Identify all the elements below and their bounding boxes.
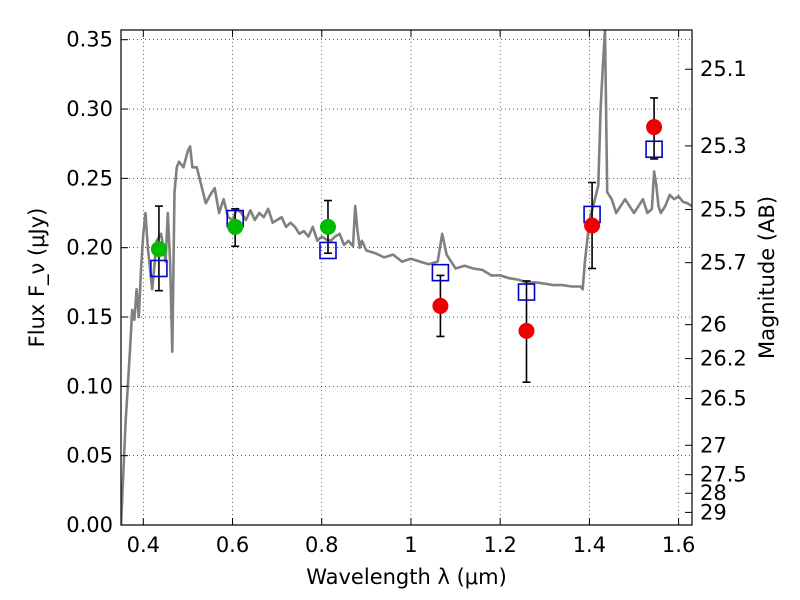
x-tick-label: 0.6 (216, 533, 249, 557)
y-tick-label: 0.25 (66, 166, 113, 190)
x-tick-label: 1.4 (573, 533, 606, 557)
y-tick-label: 0.30 (66, 97, 113, 121)
template-spectrum (121, 30, 692, 525)
mag-tick-label: 27.5 (700, 463, 747, 487)
mag-tick-label: 26 (700, 313, 727, 337)
data-point (584, 217, 601, 234)
plot-frame (120, 29, 693, 526)
data-point (150, 241, 167, 258)
template-spectrum-line (121, 30, 692, 525)
x-tick-label: 1.6 (662, 533, 695, 557)
data-point (227, 218, 244, 235)
model-box (517, 283, 536, 301)
mag-tick-label: 26.5 (700, 387, 747, 411)
grid (121, 30, 692, 526)
y-axis-label: Flux F_ν (μJy) (25, 208, 50, 348)
data-point (518, 322, 535, 339)
data-points (150, 97, 663, 383)
mag-tick-label: 25.7 (700, 251, 747, 275)
right-axis-label: Magnitude (AB) (755, 196, 779, 359)
y-tick-label: 0.05 (66, 444, 113, 468)
x-tick-label: 1.2 (483, 533, 516, 557)
y-tick-label: 0.00 (66, 513, 113, 537)
mag-tick-label: 25.3 (700, 134, 747, 158)
data-point (646, 119, 663, 136)
model-box (645, 140, 663, 159)
y-tick-label: 0.15 (66, 305, 113, 329)
model-box (319, 241, 337, 260)
x-tick-label: 1 (404, 533, 417, 557)
mag-tick-label: 28 (700, 481, 727, 505)
x-tick-label: 0.8 (305, 533, 338, 557)
mag-tick-label: 27 (700, 433, 727, 457)
x-axis-label: Wavelength λ (μm) (306, 565, 507, 589)
y-tick-label: 0.20 (66, 236, 113, 260)
y-tick-label: 0.10 (66, 374, 113, 398)
mag-tick-label: 25.5 (700, 198, 747, 222)
axis-ticks: 0.4 0.6 0.8 1 1.2 1.4 1.6 0.00 0.05 0.10 0.15 0.20 0… (66, 28, 747, 557)
data-point (432, 297, 449, 314)
mag-tick-label: 29 (700, 500, 727, 524)
mag-tick-label: 26.2 (700, 347, 747, 371)
model-box (150, 259, 168, 278)
y-tick-label: 0.35 (66, 28, 113, 52)
mag-tick-label: 25.1 (700, 57, 747, 81)
model-box (431, 263, 450, 282)
data-point (319, 218, 336, 235)
x-tick-label: 0.4 (127, 533, 160, 557)
